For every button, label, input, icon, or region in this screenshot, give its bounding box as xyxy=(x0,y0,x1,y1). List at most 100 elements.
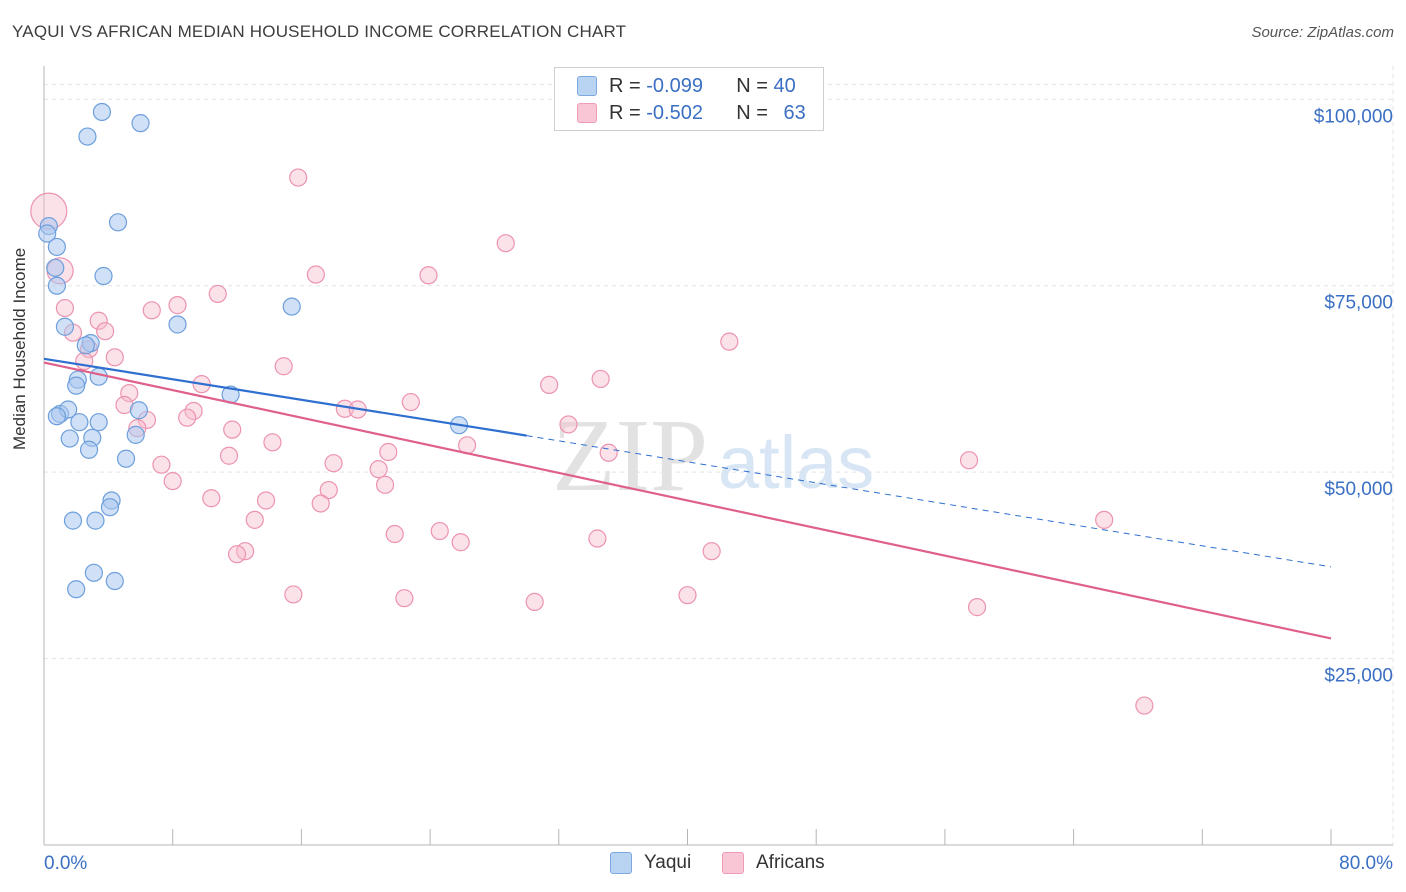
yaqui-point xyxy=(84,563,103,582)
legend-n-value-africans: 63 xyxy=(783,101,806,124)
africans-point xyxy=(379,442,398,462)
y-axis-label: Median Household Income xyxy=(10,248,30,450)
yaqui-point xyxy=(94,266,113,286)
africans-point xyxy=(306,265,325,284)
africans-point xyxy=(591,369,610,389)
legend-swatch-africans xyxy=(577,103,597,123)
source-label: Source: ZipAtlas.com xyxy=(1251,24,1394,41)
africans-point xyxy=(1135,696,1154,715)
y-tick-label: $25,000 xyxy=(1324,666,1393,687)
legend-n-value-yaqui: 40 xyxy=(773,74,796,97)
yaqui-point xyxy=(108,213,128,232)
africans-point xyxy=(1095,510,1114,529)
africans-point xyxy=(202,489,221,508)
y-tick-label: $50,000 xyxy=(1324,479,1393,500)
africans-point xyxy=(324,454,343,473)
yaqui-point xyxy=(116,449,136,468)
bottom-legend-swatch-yaqui xyxy=(610,852,632,874)
africans-point xyxy=(559,415,578,434)
africans-point xyxy=(540,375,559,394)
yaqui-point xyxy=(126,425,145,444)
legend-r-label: R = xyxy=(609,101,641,124)
bottom-legend-label-africans: Africans xyxy=(756,852,825,873)
yaqui-point xyxy=(67,580,86,599)
yaqui-point xyxy=(79,440,99,459)
bottom-legend-yaqui: Yaqui xyxy=(610,852,691,874)
bottom-legend-africans: Africans xyxy=(722,852,825,874)
watermark: ZIP atlas xyxy=(552,398,874,513)
yaqui-point xyxy=(89,367,108,386)
africans-point xyxy=(967,598,987,617)
legend-row-africans: R = -0.502 N = 63 xyxy=(577,101,806,125)
yaqui-point xyxy=(168,315,187,334)
africans-point xyxy=(430,521,449,541)
africans-point xyxy=(702,542,721,561)
chart-title: YAQUI VS AFRICAN MEDIAN HOUSEHOLD INCOME… xyxy=(12,22,627,41)
x-tick-label: 80.0% xyxy=(1339,853,1393,874)
africans-point xyxy=(319,480,338,500)
africans-point xyxy=(274,357,293,376)
yaqui-point xyxy=(38,224,57,243)
yaqui-point xyxy=(70,413,89,432)
bottom-legend: Yaqui Africans xyxy=(0,850,1406,880)
africans-point xyxy=(263,433,282,452)
yaqui-point xyxy=(89,413,108,432)
africans-point xyxy=(369,460,388,479)
africans-point xyxy=(168,296,187,315)
yaqui-point xyxy=(129,401,149,420)
africans-point xyxy=(678,586,697,605)
africans-point xyxy=(525,592,544,611)
africans-point xyxy=(395,589,414,608)
legend-row-yaqui: R = -0.099 N = 40 xyxy=(577,74,796,98)
yaqui-point xyxy=(47,276,66,295)
africans-point xyxy=(451,533,470,552)
africans-point xyxy=(227,545,247,564)
africans-point xyxy=(245,510,264,529)
y-tick-label: $75,000 xyxy=(1324,293,1393,314)
africans-point xyxy=(89,311,108,330)
africans-point xyxy=(142,301,161,320)
bottom-legend-swatch-africans xyxy=(722,852,744,874)
legend-swatch-yaqui xyxy=(577,76,597,96)
africans-trend-line xyxy=(43,361,1332,640)
yaqui-point xyxy=(86,511,105,530)
y-tick-label: $100,000 xyxy=(1314,106,1393,127)
yaqui-points xyxy=(38,102,469,599)
africans-point xyxy=(401,392,420,412)
africans-point xyxy=(588,529,607,548)
africans-point xyxy=(219,446,239,465)
africans-point xyxy=(184,401,203,421)
africans-point xyxy=(105,348,124,367)
yaqui-point xyxy=(55,317,75,336)
bottom-legend-label-yaqui: Yaqui xyxy=(644,852,692,873)
yaqui-point xyxy=(92,102,112,122)
africans-point xyxy=(120,383,139,403)
africans-point xyxy=(599,443,618,462)
africans-point xyxy=(163,471,182,491)
y-axis-label-text: Median Household Income xyxy=(10,247,29,450)
africans-point xyxy=(311,494,330,513)
yaqui-point xyxy=(282,297,301,316)
africans-point xyxy=(55,298,75,318)
yaqui-point xyxy=(105,571,124,591)
yaqui-trend-line xyxy=(43,357,527,437)
trend-lines xyxy=(43,357,1332,640)
africans-point xyxy=(208,284,227,304)
yaqui-trend-line-dashed xyxy=(526,435,1332,568)
yaqui-point xyxy=(46,258,65,277)
africans-point xyxy=(720,332,739,351)
legend: R = -0.099 N = 40 R = -0.502 N = 63 xyxy=(554,67,824,131)
legend-r-value-yaqui: -0.099 xyxy=(646,74,703,97)
africans-point xyxy=(959,451,979,470)
africans-point xyxy=(223,420,242,439)
yaqui-point xyxy=(78,127,97,146)
axes xyxy=(43,66,1393,846)
yaqui-point xyxy=(63,511,83,530)
x-tick-label: 0.0% xyxy=(44,853,87,874)
africans-point xyxy=(289,168,308,187)
africans-point xyxy=(152,455,171,474)
yaqui-point xyxy=(100,498,120,517)
y-tick-labels: $25,000 $50,000 $75,000 $100,000 xyxy=(1314,106,1393,686)
yaqui-point xyxy=(76,336,95,355)
